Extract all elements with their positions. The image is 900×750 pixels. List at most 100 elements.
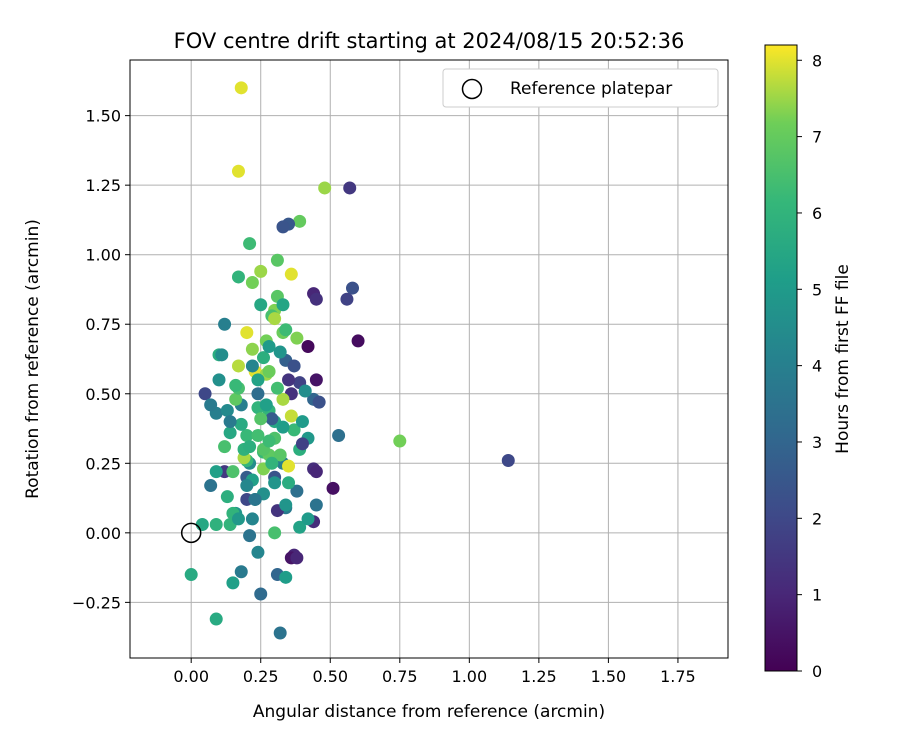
reference-marker xyxy=(180,522,202,544)
data-point xyxy=(198,387,212,401)
colorbar-tick-label: 6 xyxy=(812,204,822,223)
data-point xyxy=(184,568,198,582)
data-point xyxy=(245,512,259,526)
colorbar-tick-label: 0 xyxy=(812,662,822,681)
y-tick-label: 0.75 xyxy=(85,315,121,334)
data-point xyxy=(343,181,357,195)
data-point xyxy=(273,448,287,462)
data-point xyxy=(309,465,323,479)
colorbar-tick-label: 8 xyxy=(812,51,822,70)
data-point xyxy=(254,412,268,426)
data-point xyxy=(279,498,293,512)
data-point xyxy=(273,345,287,359)
data-point xyxy=(284,267,298,281)
x-tick-label: 1.50 xyxy=(591,667,627,686)
y-tick-label: 0.00 xyxy=(85,524,121,543)
legend-marker-icon xyxy=(461,78,483,100)
x-tick-label: 0.75 xyxy=(382,667,418,686)
data-point xyxy=(220,403,234,417)
data-point xyxy=(251,545,265,559)
x-tick-label: 1.00 xyxy=(452,667,488,686)
data-point xyxy=(209,465,223,479)
legend-box xyxy=(442,68,719,108)
data-point xyxy=(270,381,284,395)
data-point xyxy=(234,81,248,95)
data-point xyxy=(240,428,254,442)
data-point xyxy=(265,412,279,426)
data-point xyxy=(279,323,293,337)
data-point xyxy=(268,526,282,540)
data-point xyxy=(340,292,354,306)
data-point xyxy=(223,426,237,440)
data-point xyxy=(231,359,245,373)
data-point xyxy=(293,214,307,228)
data-point xyxy=(309,373,323,387)
y-tick-label: 1.25 xyxy=(85,176,121,195)
data-point xyxy=(229,392,243,406)
data-point xyxy=(220,490,234,504)
data-point xyxy=(276,392,290,406)
data-point xyxy=(501,454,515,468)
x-tick-label: 1.25 xyxy=(521,667,557,686)
data-point xyxy=(243,237,257,251)
data-point xyxy=(326,481,340,495)
colorbar: 0 1 2 3 4 5 6 7 8 Hours from first FF file xyxy=(764,44,853,681)
data-point xyxy=(309,292,323,306)
data-point xyxy=(393,434,407,448)
data-point xyxy=(243,529,257,543)
data-point xyxy=(257,351,271,365)
data-point xyxy=(212,373,226,387)
data-point xyxy=(290,331,304,345)
colorbar-tick-label: 5 xyxy=(812,280,822,299)
data-point xyxy=(248,492,262,506)
data-point xyxy=(290,484,304,498)
data-point xyxy=(270,253,284,267)
data-point xyxy=(240,326,254,340)
data-point xyxy=(234,417,248,431)
data-point xyxy=(231,270,245,284)
data-point xyxy=(301,512,315,526)
data-point xyxy=(218,317,232,331)
x-tick-label: 0.00 xyxy=(173,667,209,686)
data-point xyxy=(251,428,265,442)
data-point xyxy=(282,476,296,490)
data-point xyxy=(301,339,315,353)
data-point xyxy=(295,415,309,429)
data-point xyxy=(226,576,240,590)
y-tick-label: 1.00 xyxy=(85,246,121,265)
data-point xyxy=(204,398,218,412)
data-point xyxy=(276,298,290,312)
colorbar-ticks: 0 1 2 3 4 5 6 7 8 xyxy=(797,51,822,681)
data-point xyxy=(226,465,240,479)
data-point xyxy=(254,264,268,278)
data-point xyxy=(273,626,287,640)
data-point xyxy=(282,373,296,387)
data-point xyxy=(282,459,296,473)
data-point xyxy=(268,312,282,326)
data-point xyxy=(218,440,232,454)
data-point xyxy=(262,339,276,353)
data-point xyxy=(265,456,279,470)
data-point xyxy=(231,512,245,526)
x-tick-label: 1.75 xyxy=(660,667,696,686)
colorbar-gradient xyxy=(764,44,798,672)
legend-label: Reference platepar xyxy=(510,79,672,99)
data-point xyxy=(251,387,265,401)
colorbar-tick-label: 3 xyxy=(812,433,822,452)
reference-platepar-marker xyxy=(180,522,202,544)
data-point xyxy=(204,479,218,493)
data-point xyxy=(231,164,245,178)
data-point xyxy=(295,437,309,451)
data-point xyxy=(243,440,257,454)
data-point xyxy=(223,415,237,429)
colorbar-tick-label: 1 xyxy=(812,586,822,605)
data-point xyxy=(245,342,259,356)
data-point xyxy=(290,551,304,565)
data-point xyxy=(215,348,229,362)
data-point xyxy=(279,570,293,584)
data-point xyxy=(229,378,243,392)
y-axis-ticks: −0.25 0.00 0.25 0.50 0.75 1.00 1.25 1.50 xyxy=(72,107,130,612)
data-point xyxy=(346,281,360,295)
data-point xyxy=(309,498,323,512)
